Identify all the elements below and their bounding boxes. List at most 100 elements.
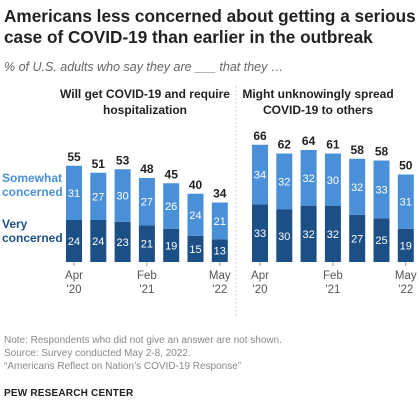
label-somewhat-concerned: 31 bbox=[400, 197, 412, 209]
x-tick-month: Apr bbox=[65, 270, 83, 282]
panel-title-line: hospitalization bbox=[103, 103, 187, 117]
bar-very-concerned bbox=[114, 221, 131, 262]
source-text: Source: Survey conducted May 2-8, 2022. bbox=[4, 348, 191, 359]
label-total: 58 bbox=[351, 143, 365, 157]
bar-somewhat-concerned bbox=[324, 153, 341, 206]
label-total: 34 bbox=[213, 187, 227, 201]
label-somewhat-concerned: 21 bbox=[214, 216, 226, 228]
x-tick-year: '21 bbox=[325, 284, 340, 296]
label-somewhat-concerned: 24 bbox=[189, 210, 201, 222]
label-total: 50 bbox=[399, 159, 413, 173]
bar-somewhat-concerned bbox=[66, 165, 82, 220]
x-tick-month: Feb bbox=[137, 270, 157, 282]
bar-somewhat-concerned bbox=[211, 202, 228, 240]
panel-hospitalization: Will get COVID-19 and require hospitaliza… bbox=[60, 87, 231, 296]
bar-very-concerned bbox=[187, 235, 204, 262]
panel-title-line: Might unknowingly spread bbox=[242, 87, 393, 101]
label-very-concerned: 33 bbox=[254, 228, 266, 240]
report-text: “Americans Reflect on Nation’s COVID-19 … bbox=[4, 361, 242, 372]
label-total: 64 bbox=[302, 134, 316, 148]
bar-very-concerned bbox=[373, 218, 390, 262]
bar-very-concerned bbox=[349, 214, 366, 262]
label-somewhat-concerned: 31 bbox=[68, 188, 80, 200]
label-very-concerned: 23 bbox=[116, 237, 128, 249]
legend-very-line2: concerned bbox=[2, 231, 63, 245]
label-somewhat-concerned: 30 bbox=[116, 191, 128, 203]
bar-somewhat-concerned bbox=[138, 178, 155, 226]
label-total: 66 bbox=[253, 129, 267, 143]
label-total: 45 bbox=[165, 167, 179, 181]
bar-very-concerned bbox=[211, 239, 228, 262]
panel-spread: Might unknowingly spread COVID-19 to othe… bbox=[242, 87, 417, 296]
label-very-concerned: 32 bbox=[327, 229, 339, 241]
label-very-concerned: 13 bbox=[214, 246, 226, 258]
bar-somewhat-concerned bbox=[373, 160, 390, 219]
bar-very-concerned bbox=[397, 228, 414, 262]
bar-very-concerned bbox=[252, 204, 268, 262]
label-somewhat-concerned: 26 bbox=[165, 201, 177, 213]
x-tick-month: Feb bbox=[323, 270, 343, 282]
bar-very-concerned bbox=[66, 220, 82, 262]
label-very-concerned: 19 bbox=[165, 240, 177, 252]
note-text: Note: Respondents who did not give an an… bbox=[4, 335, 282, 346]
legend-very: Very bbox=[2, 217, 28, 231]
label-somewhat-concerned: 30 bbox=[327, 175, 339, 187]
label-very-concerned: 30 bbox=[278, 231, 290, 243]
bar-somewhat-concerned bbox=[163, 183, 180, 229]
label-somewhat-concerned: 32 bbox=[302, 173, 314, 185]
notes: Note: Respondents who did not give an an… bbox=[4, 334, 416, 373]
label-total: 62 bbox=[278, 138, 292, 152]
label-total: 61 bbox=[326, 138, 340, 152]
chart-title: Americans less concerned about getting a… bbox=[4, 6, 416, 47]
label-very-concerned: 15 bbox=[189, 244, 201, 256]
label-total: 55 bbox=[67, 150, 81, 164]
bar-somewhat-concerned bbox=[187, 193, 204, 236]
bar-very-concerned bbox=[324, 206, 341, 262]
label-total: 51 bbox=[92, 157, 106, 171]
label-very-concerned: 24 bbox=[68, 236, 80, 248]
bar-very-concerned bbox=[163, 228, 180, 262]
legend-somewhat-line2: concerned bbox=[2, 185, 63, 199]
x-tick-year: '22 bbox=[212, 284, 227, 296]
x-tick-month: May bbox=[395, 270, 417, 282]
label-somewhat-concerned: 27 bbox=[141, 197, 153, 209]
x-tick-year: '22 bbox=[398, 284, 413, 296]
bar-somewhat-concerned bbox=[252, 144, 268, 205]
bar-somewhat-concerned bbox=[276, 153, 293, 210]
label-very-concerned: 32 bbox=[302, 229, 314, 241]
x-tick-year: '21 bbox=[139, 284, 154, 296]
label-very-concerned: 21 bbox=[141, 239, 153, 251]
label-somewhat-concerned: 34 bbox=[254, 170, 266, 182]
label-total: 58 bbox=[375, 145, 389, 159]
label-somewhat-concerned: 33 bbox=[375, 184, 387, 196]
x-tick-year: '20 bbox=[253, 284, 268, 296]
bar-somewhat-concerned bbox=[114, 169, 131, 222]
bar-very-concerned bbox=[276, 209, 293, 262]
label-very-concerned: 19 bbox=[400, 240, 412, 252]
label-somewhat-concerned: 32 bbox=[351, 182, 363, 194]
brand-label: PEW RESEARCH CENTER bbox=[4, 388, 134, 399]
chart-subtitle: % of U.S. adults who say they are ___ th… bbox=[4, 60, 284, 74]
bar-very-concerned bbox=[300, 206, 317, 262]
label-total: 53 bbox=[116, 153, 130, 167]
x-tick-month: May bbox=[209, 270, 231, 282]
bar-somewhat-concerned bbox=[349, 158, 366, 215]
label-somewhat-concerned: 32 bbox=[278, 177, 290, 189]
bar-somewhat-concerned bbox=[300, 150, 317, 206]
panel-title-line: Will get COVID-19 and require bbox=[60, 87, 230, 101]
label-somewhat-concerned: 27 bbox=[92, 191, 104, 203]
bar-very-concerned bbox=[138, 225, 155, 262]
label-total: 48 bbox=[140, 162, 154, 176]
bar-somewhat-concerned bbox=[90, 172, 107, 220]
label-total: 40 bbox=[189, 178, 203, 192]
panel-title-line: COVID-19 to others bbox=[263, 103, 373, 117]
legend-somewhat: Somewhat bbox=[2, 171, 62, 185]
bar-very-concerned bbox=[90, 220, 107, 262]
bar-somewhat-concerned bbox=[397, 174, 414, 229]
x-tick-month: Apr bbox=[251, 270, 269, 282]
label-very-concerned: 25 bbox=[375, 235, 387, 247]
label-very-concerned: 24 bbox=[92, 236, 104, 248]
x-tick-year: '20 bbox=[67, 284, 82, 296]
